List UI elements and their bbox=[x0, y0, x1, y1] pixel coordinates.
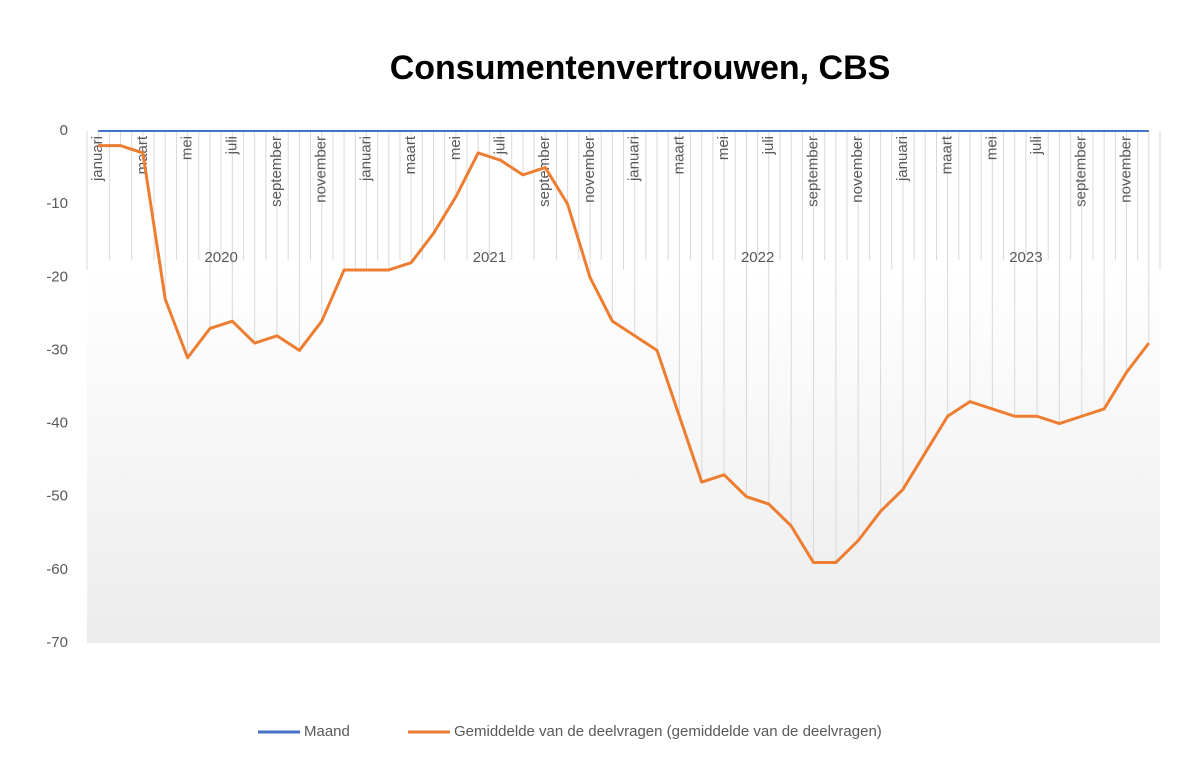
y-tick-label: -50 bbox=[46, 488, 68, 505]
x-tick-label: juli bbox=[492, 136, 509, 155]
x-tick-label: november bbox=[313, 136, 330, 203]
x-tick-label: juli bbox=[760, 136, 777, 155]
x-tick-label: maart bbox=[670, 135, 687, 174]
x-tick-label: januari bbox=[89, 136, 106, 182]
x-tick-label: september bbox=[268, 136, 285, 207]
x-tick-label: november bbox=[581, 136, 598, 203]
chart-title: Consumentenvertrouwen, CBS bbox=[390, 49, 891, 87]
series-line bbox=[98, 144, 1151, 565]
x-tick-label: mei bbox=[983, 136, 1000, 160]
x-tick-label: maart bbox=[402, 135, 419, 174]
y-tick-label: -10 bbox=[46, 195, 68, 212]
y-tick-label: -40 bbox=[46, 415, 68, 432]
group-label: 2023 bbox=[1009, 249, 1042, 266]
legend-label: Gemiddelde van de deelvragen (gemiddelde… bbox=[454, 723, 882, 740]
x-tick-label: januari bbox=[894, 136, 911, 182]
y-tick-label: 0 bbox=[60, 122, 68, 139]
x-tick-label: mei bbox=[447, 136, 464, 160]
x-tick-label: juli bbox=[223, 136, 240, 155]
group-label: 2022 bbox=[741, 249, 774, 266]
x-tick-label: november bbox=[849, 136, 866, 203]
plot-background bbox=[87, 270, 1160, 643]
x-tick-label: maart bbox=[939, 135, 956, 174]
group-label: 2021 bbox=[473, 249, 506, 266]
legend-label: Maand bbox=[304, 723, 350, 740]
x-tick-label: september bbox=[536, 136, 553, 207]
x-tick-label: mei bbox=[179, 136, 196, 160]
x-tick-label: juli bbox=[1028, 136, 1045, 155]
x-tick-label: januari bbox=[626, 136, 643, 182]
y-tick-label: -70 bbox=[46, 634, 68, 651]
x-tick-label: november bbox=[1117, 136, 1134, 203]
x-tick-label: mei bbox=[715, 136, 732, 160]
y-tick-label: -20 bbox=[46, 268, 68, 285]
x-tick-label: september bbox=[804, 136, 821, 207]
y-tick-label: -30 bbox=[46, 341, 68, 358]
x-tick-label: januari bbox=[357, 136, 374, 182]
x-tick-label: september bbox=[1073, 136, 1090, 207]
group-label: 2020 bbox=[204, 249, 237, 266]
y-tick-label: -60 bbox=[46, 561, 68, 578]
